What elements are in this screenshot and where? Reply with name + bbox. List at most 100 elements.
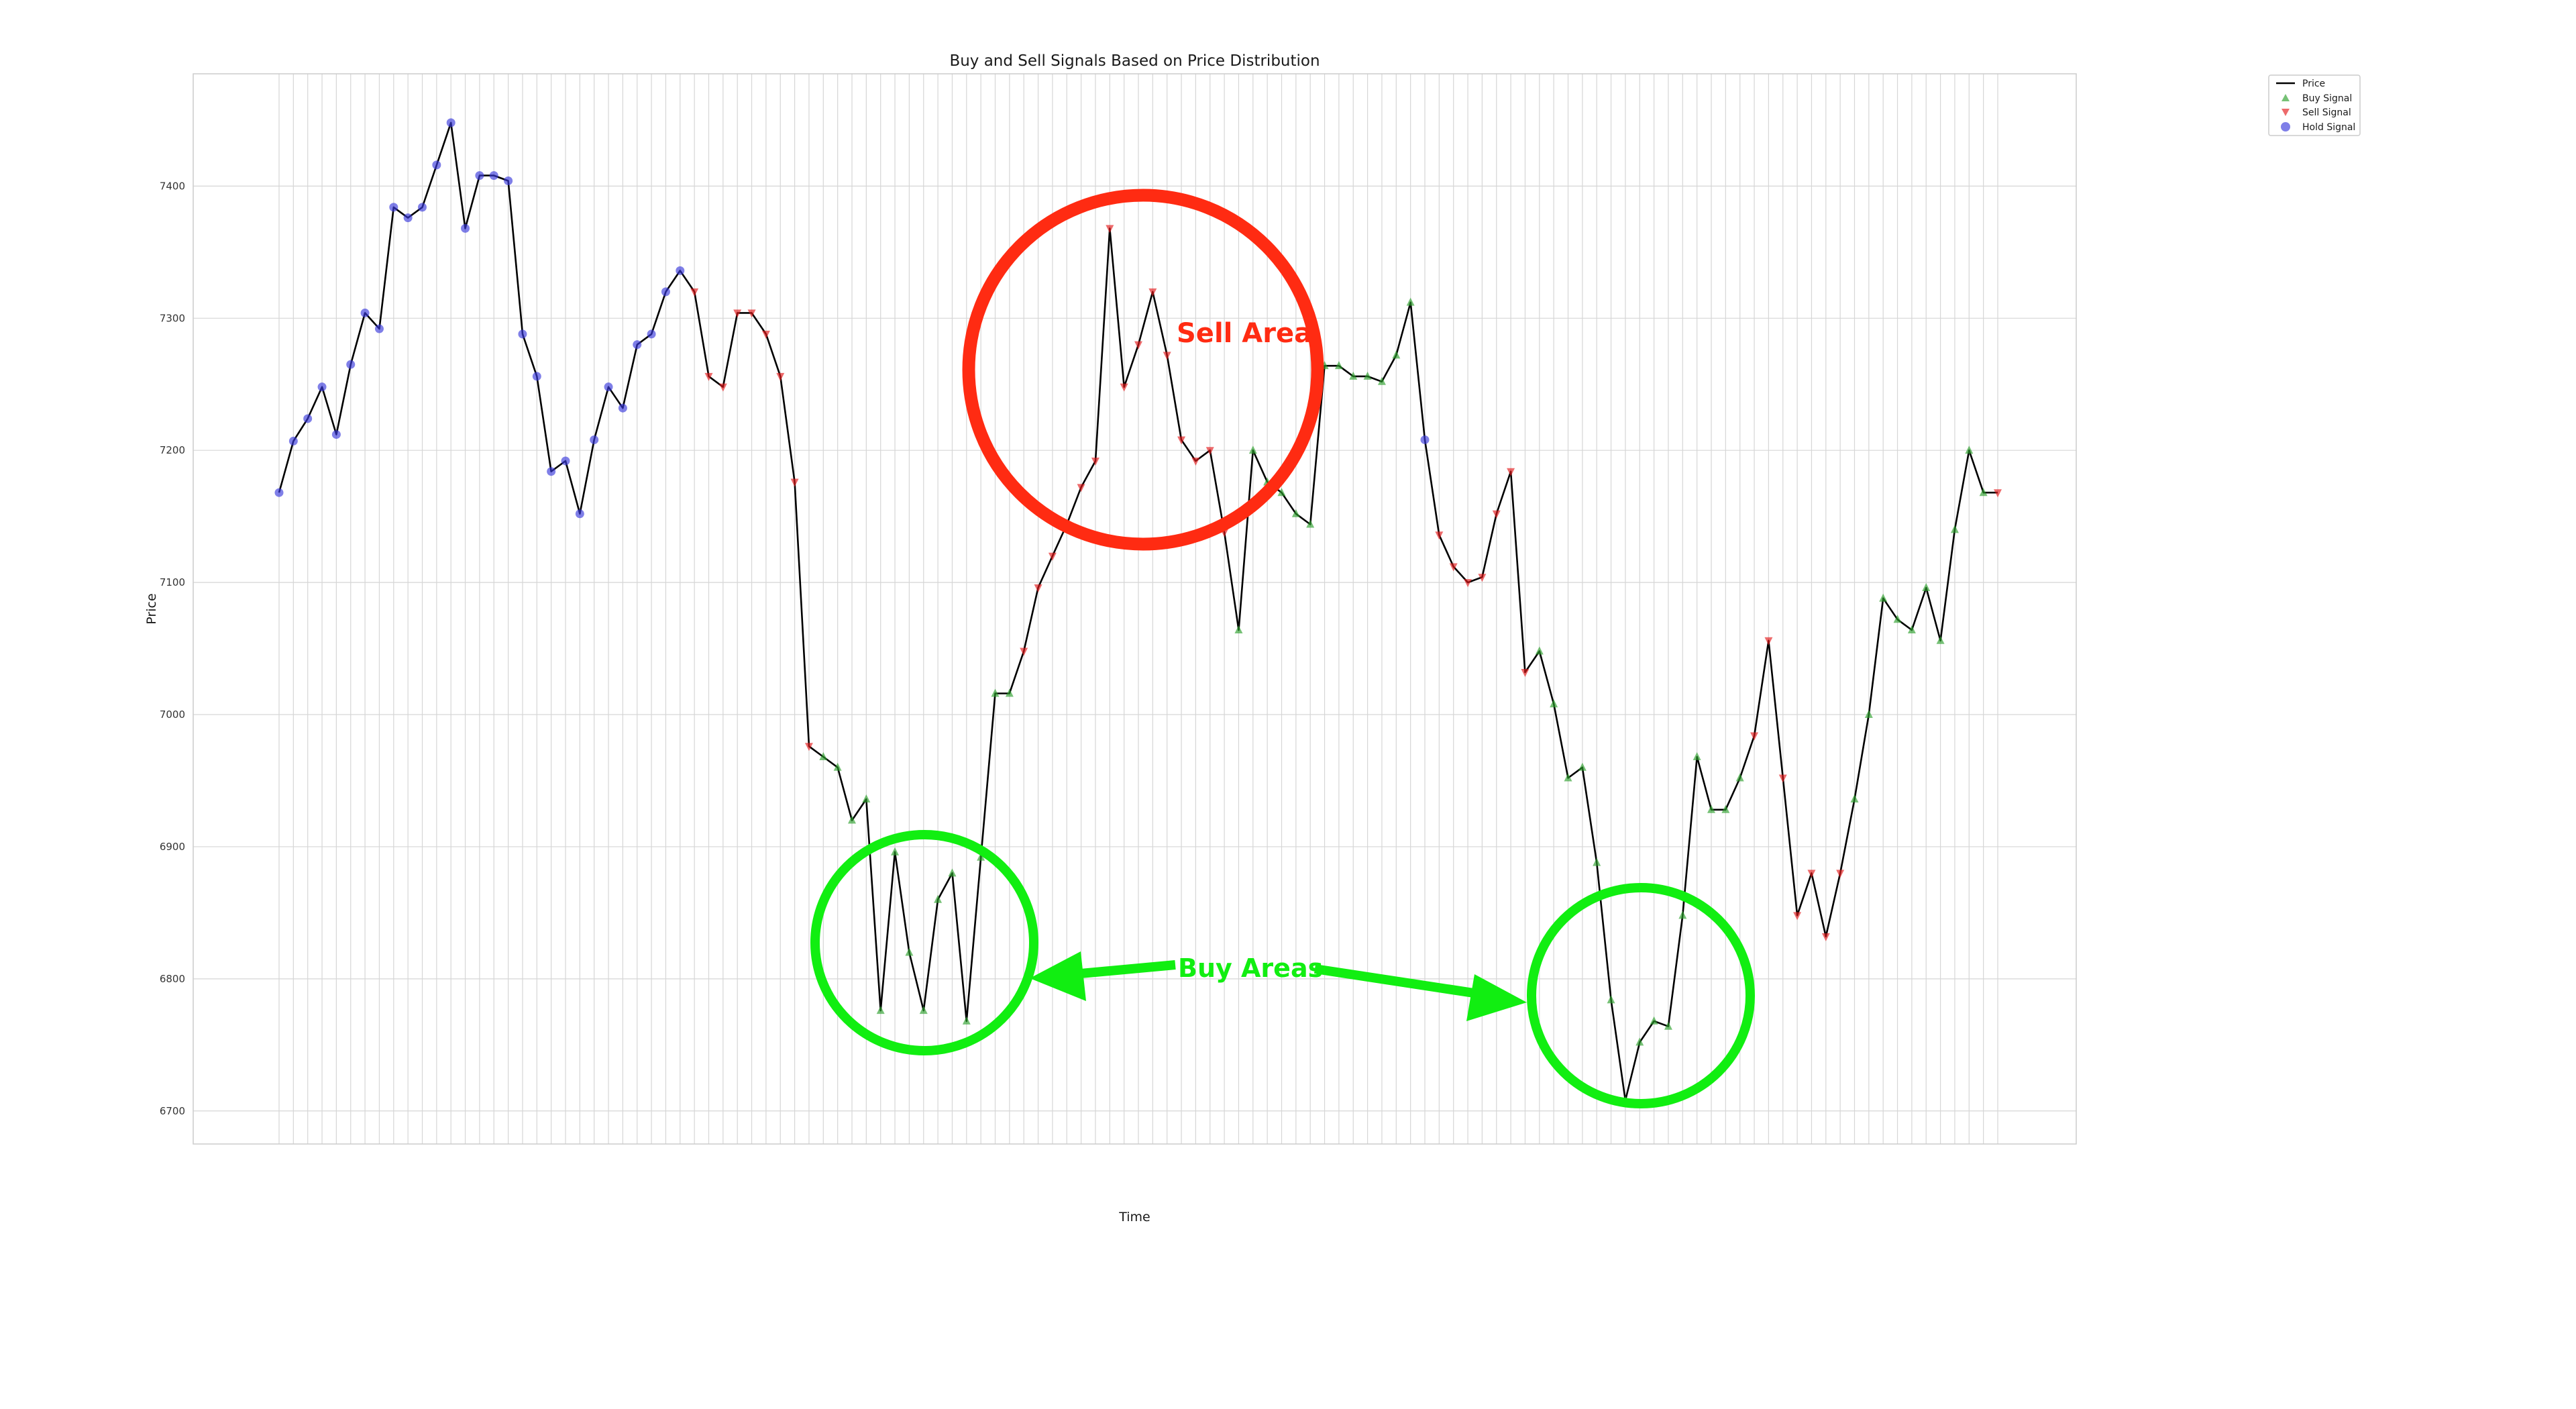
- buy-signal-marker: [1234, 625, 1243, 634]
- y-tick-label: 7400: [160, 180, 185, 192]
- legend-frame: [2268, 74, 2361, 136]
- sell-signal-marker: [1048, 552, 1057, 561]
- hold-signal-marker: [461, 223, 470, 233]
- signal-markers: [274, 118, 2002, 1104]
- sell-signal-marker: [1764, 637, 1773, 645]
- buy-signal-marker: [919, 1006, 928, 1014]
- legend-sell-swatch: [2282, 109, 2290, 116]
- y-axis-ticks: 6700 6800 6900 7000 7100 7200 7300 7400: [160, 180, 185, 1116]
- sell-signal-marker: [1435, 531, 1444, 540]
- buy-signal-marker: [1550, 699, 1558, 708]
- sell-signal-marker: [1163, 352, 1171, 360]
- buy-area-circle-right: [1527, 883, 1755, 1108]
- sell-signal-marker: [1492, 510, 1501, 519]
- hold-signal-marker: [504, 176, 513, 185]
- buy-signal-marker: [1879, 593, 1888, 602]
- buy-areas-label: Buy Areas: [1178, 953, 1323, 983]
- buy-signal-marker: [1593, 857, 1601, 866]
- legend-buy-swatch: [2282, 94, 2290, 101]
- buy-signal-marker: [848, 815, 856, 824]
- plot-area: [193, 73, 2077, 1145]
- hold-signal-marker: [647, 329, 656, 339]
- sell-signal-marker: [1091, 457, 1099, 466]
- buy-signal-marker: [948, 868, 957, 877]
- hold-signal-marker: [274, 488, 284, 497]
- buy-signal-marker: [1392, 350, 1401, 359]
- hold-signal-marker: [489, 171, 498, 180]
- buy-signal-marker: [1907, 625, 1916, 634]
- buy-signal-marker: [1578, 762, 1587, 771]
- buy-signal-marker: [1950, 525, 1959, 533]
- buy-signal-marker: [1535, 646, 1544, 655]
- buy-signal-marker: [1850, 794, 1859, 803]
- x-axis-label: Time: [1118, 1210, 1150, 1224]
- sell-signal-marker: [1507, 468, 1515, 476]
- legend: Price Buy Signal Sell Signal Hold Signal: [2268, 74, 2361, 136]
- buy-signal-marker: [1936, 635, 1945, 644]
- buy-signal-marker: [1564, 773, 1572, 782]
- sell-signal-marker: [790, 478, 799, 487]
- hold-signal-marker: [1420, 435, 1430, 444]
- buy-signal-marker: [1650, 1016, 1658, 1025]
- hold-signal-marker: [590, 435, 599, 444]
- hold-signal-marker: [288, 436, 298, 446]
- buy-signal-marker: [1363, 371, 1372, 380]
- buy-signal-marker: [1965, 446, 1974, 454]
- hold-signal-marker: [618, 403, 627, 413]
- buy-signal-marker: [1635, 1037, 1644, 1046]
- sell-area-annotation: Sell Area: [962, 189, 1324, 551]
- y-tick-label: 7100: [160, 576, 185, 588]
- buy-signal-marker: [905, 947, 914, 956]
- sell-signal-marker: [690, 288, 699, 297]
- sell-signal-marker: [1778, 774, 1787, 783]
- hold-signal-marker: [475, 171, 484, 180]
- sell-signal-marker: [1177, 436, 1186, 445]
- buy-signal-marker: [962, 1016, 971, 1025]
- buy-signal-marker: [876, 1006, 885, 1014]
- buy-signal-marker: [1864, 710, 1873, 719]
- y-tick-label: 7300: [160, 312, 185, 324]
- hold-signal-marker: [403, 213, 413, 223]
- buy-signal-marker: [819, 752, 828, 761]
- buy-arrow-right: [1313, 964, 1527, 1021]
- buy-signal-marker: [1607, 995, 1615, 1004]
- sell-area-label: Sell Area: [1177, 318, 1312, 349]
- buy-signal-marker: [1707, 804, 1715, 813]
- y-tick-label: 6900: [160, 841, 185, 853]
- hold-signal-marker: [661, 287, 670, 297]
- buy-signal-marker: [1721, 804, 1730, 813]
- hold-signal-marker: [676, 266, 685, 275]
- sell-signal-marker: [1994, 489, 2002, 498]
- hold-signal-marker: [418, 203, 427, 212]
- sell-signal-marker: [1106, 225, 1114, 233]
- buy-signal-marker: [891, 847, 900, 855]
- hold-signal-marker: [532, 372, 541, 381]
- chart-title: Buy and Sell Signals Based on Price Dist…: [949, 52, 1320, 70]
- buy-signal-marker: [1377, 376, 1386, 385]
- sell-signal-marker: [1191, 457, 1200, 466]
- grid: [193, 74, 2076, 1144]
- hold-signal-marker: [633, 340, 642, 350]
- buy-signal-marker: [1306, 519, 1315, 528]
- buy-signal-marker: [1664, 1021, 1672, 1030]
- sell-signal-marker: [1478, 574, 1487, 582]
- buy-areas-annotation: Buy Areas: [810, 830, 1755, 1108]
- legend-hold-swatch: [2281, 122, 2290, 132]
- buy-signal-marker: [1291, 509, 1300, 517]
- buy-signal-marker: [1979, 488, 1988, 497]
- buy-signal-marker: [934, 894, 943, 903]
- sell-signal-marker: [1205, 447, 1214, 456]
- buy-signal-marker: [862, 794, 871, 803]
- y-tick-label: 6700: [160, 1105, 185, 1117]
- buy-signal-marker: [1922, 582, 1931, 591]
- sell-signal-marker: [718, 383, 727, 392]
- sell-signal-marker: [1134, 341, 1142, 350]
- hold-signal-marker: [389, 203, 398, 212]
- hold-signal-marker: [317, 382, 327, 392]
- sell-signal-marker: [1521, 669, 1529, 678]
- sell-signal-marker: [1148, 288, 1157, 297]
- hold-signal-marker: [575, 509, 584, 519]
- sell-signal-marker: [1750, 732, 1759, 741]
- sell-signal-marker: [747, 309, 756, 318]
